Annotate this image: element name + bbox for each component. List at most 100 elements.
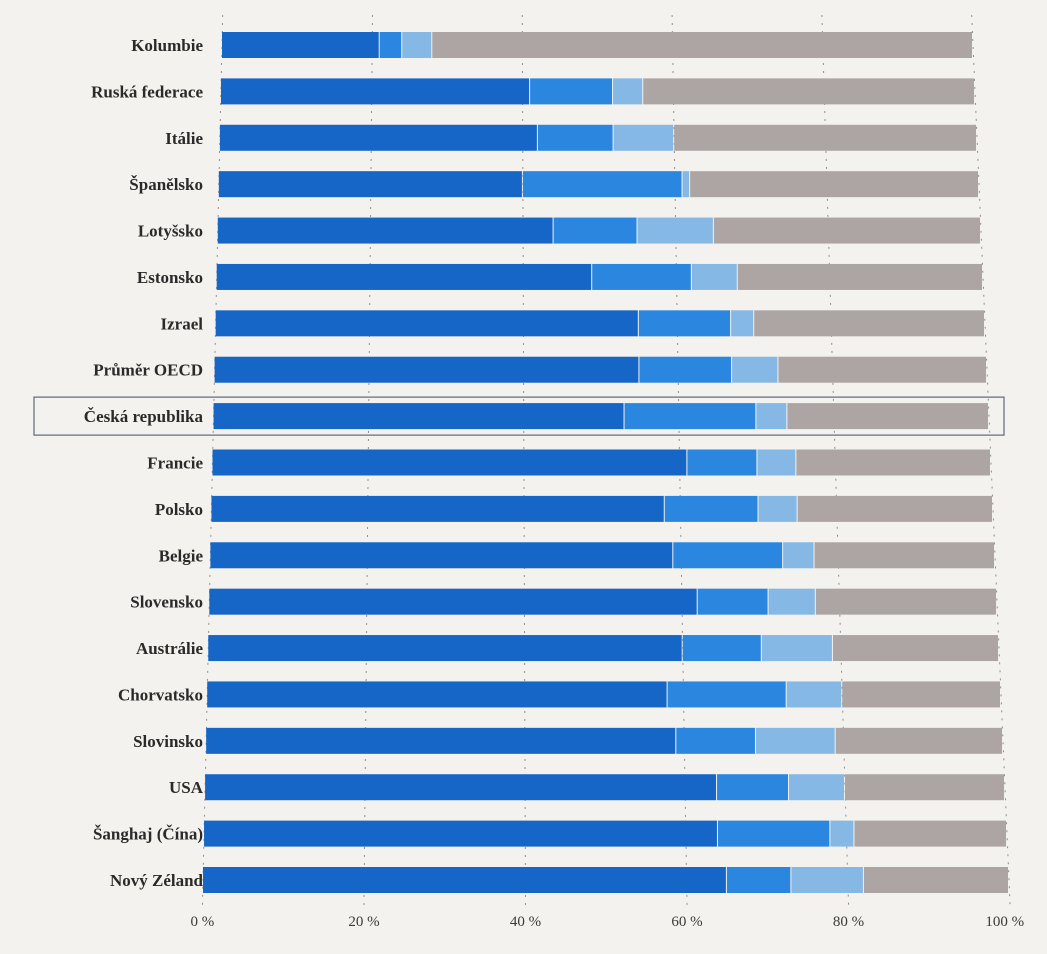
bar-segment-sanghaj-cina-4	[854, 820, 1006, 847]
bar-segment-francie-1	[212, 449, 687, 476]
bar-row-polsko	[211, 495, 992, 522]
bar-segment-izrael-3	[731, 310, 754, 337]
category-label-kolumbie: Kolumbie	[131, 36, 203, 55]
bar-segment-lotyssko-3	[637, 217, 713, 244]
category-label-slovinsko: Slovinsko	[133, 732, 203, 751]
x-tick-label-100: 100 %	[985, 914, 1024, 930]
x-tick-labels: 0 % 20 % 40 % 60 % 80 % 100 %	[191, 914, 1025, 930]
bar-segment-belgie-2	[673, 542, 783, 569]
bar-segment-spanelsko-4	[690, 171, 978, 198]
category-label-italie: Itálie	[165, 129, 203, 148]
bar-segment-belgie-4	[814, 542, 994, 569]
bars	[203, 32, 1008, 893]
bar-segment-polsko-1	[211, 495, 664, 522]
bar-row-chorvatsko	[207, 681, 1000, 708]
x-tick-label-0: 0 %	[191, 914, 215, 930]
bar-segment-polsko-2	[664, 495, 758, 522]
bar-segment-izrael-4	[754, 310, 984, 337]
bar-segment-ceska-republika-2	[624, 403, 756, 430]
bar-row-izrael	[215, 310, 984, 337]
bar-segment-francie-2	[687, 449, 757, 476]
category-label-spanelsko: Španělsko	[129, 175, 203, 194]
bar-segment-australie-2	[682, 635, 761, 662]
bar-row-ceska-republika	[213, 403, 988, 430]
bar-segment-novy-zeland-3	[791, 867, 863, 893]
x-tick-label-60: 60 %	[671, 914, 702, 930]
highlight	[33, 396, 1005, 436]
category-label-estonsko: Estonsko	[137, 268, 203, 287]
bar-segment-slovinsko-3	[755, 727, 835, 754]
category-label-usa: USA	[169, 778, 204, 797]
bar-segment-usa-1	[205, 774, 717, 801]
bar-segment-ruska-federace-3	[613, 78, 643, 105]
bar-segment-ruska-federace-1	[220, 78, 530, 105]
category-label-slovensko: Slovensko	[130, 593, 203, 612]
bar-segment-lotyssko-4	[713, 217, 980, 244]
bar-row-slovinsko	[206, 727, 1002, 754]
bar-row-kolumbie	[222, 32, 972, 58]
bar-segment-usa-2	[717, 774, 789, 801]
bar-segment-chorvatsko-4	[842, 681, 1000, 708]
bar-segment-francie-3	[757, 449, 796, 476]
bar-segment-belgie-3	[783, 542, 814, 569]
bar-segment-prumer-oecd-1	[214, 356, 639, 383]
bar-segment-slovensko-3	[768, 588, 815, 615]
bar-segment-estonsko-3	[691, 263, 737, 290]
category-label-polsko: Polsko	[155, 500, 203, 519]
bar-row-prumer-oecd	[214, 356, 986, 383]
bar-segment-polsko-4	[797, 495, 992, 522]
category-labels: Kolumbie Ruská federace Itálie Španělsko Lot…	[84, 36, 204, 890]
bar-segment-izrael-2	[638, 310, 731, 337]
category-label-chorvatsko: Chorvatsko	[118, 685, 203, 704]
bar-segment-novy-zeland-1	[203, 867, 726, 893]
bar-segment-francie-4	[796, 449, 990, 476]
bar-row-francie	[212, 449, 990, 476]
bar-segment-prumer-oecd-2	[639, 356, 732, 383]
bar-segment-spanelsko-1	[218, 171, 522, 198]
bar-segment-slovensko-2	[697, 588, 768, 615]
bar-segment-estonsko-4	[737, 263, 982, 290]
bar-segment-italie-3	[613, 124, 674, 151]
bar-segment-slovensko-1	[209, 588, 697, 615]
category-label-prumer-oecd: Průměr OECD	[93, 361, 203, 380]
bar-segment-estonsko-1	[216, 263, 592, 290]
bar-row-slovensko	[209, 588, 996, 615]
bar-segment-ruska-federace-2	[530, 78, 613, 105]
x-tick-label-80: 80 %	[833, 914, 864, 930]
bar-segment-ceska-republika-1	[213, 403, 624, 430]
bar-segment-estonsko-2	[592, 263, 691, 290]
bar-row-belgie	[210, 542, 994, 569]
bar-segment-italie-4	[674, 124, 976, 151]
bar-segment-italie-1	[219, 124, 537, 151]
bar-row-sanghaj-cina	[204, 820, 1006, 847]
bar-segment-kolumbie-3	[402, 32, 432, 58]
category-label-sanghaj-cina: Šanghaj (Čína)	[93, 825, 203, 844]
bar-segment-kolumbie-4	[432, 32, 972, 58]
bar-row-australie	[208, 635, 998, 662]
category-label-izrael: Izrael	[161, 314, 204, 333]
bar-segment-sanghaj-cina-3	[830, 820, 854, 847]
bar-segment-australie-3	[761, 635, 832, 662]
bar-segment-slovinsko-2	[676, 727, 755, 754]
bar-segment-spanelsko-2	[522, 171, 682, 198]
bar-segment-prumer-oecd-3	[732, 356, 778, 383]
bar-segment-slovinsko-4	[835, 727, 1002, 754]
bar-segment-australie-1	[208, 635, 682, 662]
bar-segment-ruska-federace-4	[643, 78, 974, 105]
bar-segment-sanghaj-cina-1	[204, 820, 717, 847]
bar-row-usa	[205, 774, 1004, 801]
category-label-novy-zeland: Nový Zéland	[110, 871, 204, 890]
category-label-belgie: Belgie	[159, 546, 204, 565]
bar-row-spanelsko	[218, 171, 978, 198]
bar-segment-sanghaj-cina-2	[717, 820, 830, 847]
bar-row-lotyssko	[217, 217, 980, 244]
category-label-ruska-federace: Ruská federace	[91, 82, 203, 101]
bar-segment-australie-4	[832, 635, 998, 662]
bar-segment-novy-zeland-4	[863, 867, 1008, 893]
x-tick-label-40: 40 %	[510, 914, 541, 930]
bar-segment-lotyssko-1	[217, 217, 553, 244]
bar-segment-slovinsko-1	[206, 727, 676, 754]
bar-segment-lotyssko-2	[553, 217, 637, 244]
